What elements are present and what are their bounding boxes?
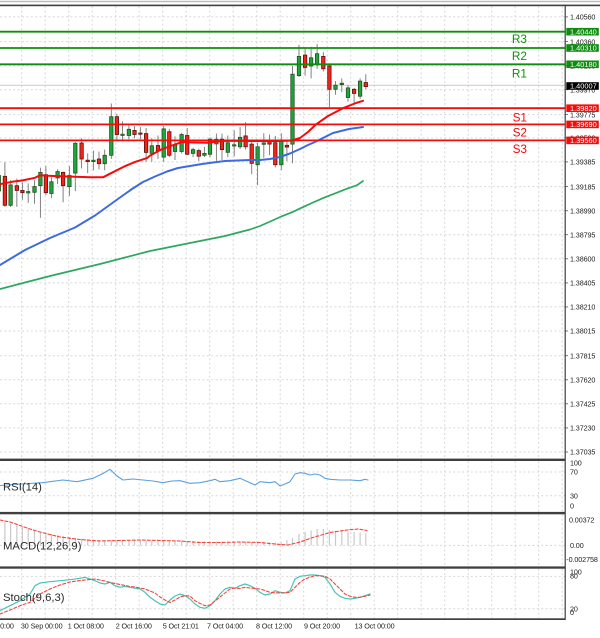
svg-text:1.40360: 1.40360	[570, 37, 595, 46]
svg-text:100: 100	[570, 568, 582, 577]
svg-text:1.37815: 1.37815	[570, 351, 595, 360]
svg-text:R1: R1	[512, 67, 527, 81]
svg-text:1.37425: 1.37425	[570, 400, 595, 409]
svg-text:1.38600: 1.38600	[570, 255, 595, 264]
svg-text:1.40180: 1.40180	[570, 60, 597, 69]
svg-text:-0.002758: -0.002758	[566, 555, 598, 564]
svg-text:1.39385: 1.39385	[570, 158, 595, 167]
svg-text:30 Sep 00:00: 30 Sep 00:00	[21, 622, 63, 631]
svg-text:7 Oct 04:00: 7 Oct 04:00	[207, 622, 243, 631]
svg-text:0: 0	[570, 608, 574, 617]
svg-text:0.00: 0.00	[570, 541, 584, 550]
svg-text:0: 0	[570, 501, 574, 510]
svg-text:Stoch(9,6,3): Stoch(9,6,3)	[3, 592, 65, 604]
svg-text:1.38210: 1.38210	[570, 303, 595, 312]
svg-text:100: 100	[570, 458, 582, 467]
svg-text:80: 80	[570, 572, 578, 581]
svg-text:S1: S1	[513, 111, 527, 125]
svg-text:70: 70	[570, 468, 578, 477]
svg-text:9 Oct 20:00: 9 Oct 20:00	[304, 622, 340, 631]
svg-text:R2: R2	[512, 49, 527, 63]
svg-text:1.38795: 1.38795	[570, 230, 595, 239]
svg-text:1.39690: 1.39690	[570, 120, 597, 129]
svg-text:1.38405: 1.38405	[570, 279, 595, 288]
svg-text:1.40560: 1.40560	[570, 13, 595, 22]
svg-text:S2: S2	[513, 126, 527, 140]
svg-text:1.39970: 1.39970	[570, 85, 595, 94]
svg-text:1.37620: 1.37620	[570, 376, 595, 385]
svg-text:RSI(14): RSI(14)	[3, 482, 42, 494]
svg-text:1.40310: 1.40310	[570, 44, 597, 53]
svg-text:30: 30	[570, 492, 578, 501]
svg-text:0.00372: 0.00372	[569, 516, 594, 525]
svg-text:20: 20	[570, 605, 578, 614]
svg-text:S3: S3	[513, 142, 528, 156]
svg-text:R3: R3	[512, 32, 528, 46]
svg-text:1.39560: 1.39560	[570, 136, 597, 145]
svg-text:1.38015: 1.38015	[570, 327, 595, 336]
svg-text:5 Oct 21:01: 5 Oct 21:01	[163, 622, 199, 631]
svg-text:1.39185: 1.39185	[570, 182, 595, 191]
svg-text:2 Oct 16:00: 2 Oct 16:00	[116, 622, 152, 631]
svg-text:1.37230: 1.37230	[570, 424, 595, 433]
svg-text:1.40007: 1.40007	[570, 82, 597, 91]
svg-text:1.40440: 1.40440	[570, 27, 597, 36]
svg-text:1.37035: 1.37035	[570, 448, 595, 457]
svg-text:MACD(12,26,9): MACD(12,26,9)	[3, 541, 82, 553]
svg-text:20:00: 20:00	[0, 622, 14, 631]
svg-text:13 Oct 00:00: 13 Oct 00:00	[355, 622, 395, 631]
svg-text:8 Oct 12:00: 8 Oct 12:00	[256, 622, 292, 631]
svg-text:1.39820: 1.39820	[570, 104, 597, 113]
svg-text:1.39775: 1.39775	[570, 110, 595, 119]
svg-text:1.38990: 1.38990	[570, 206, 595, 215]
svg-text:1 Oct 08:00: 1 Oct 08:00	[68, 622, 104, 631]
